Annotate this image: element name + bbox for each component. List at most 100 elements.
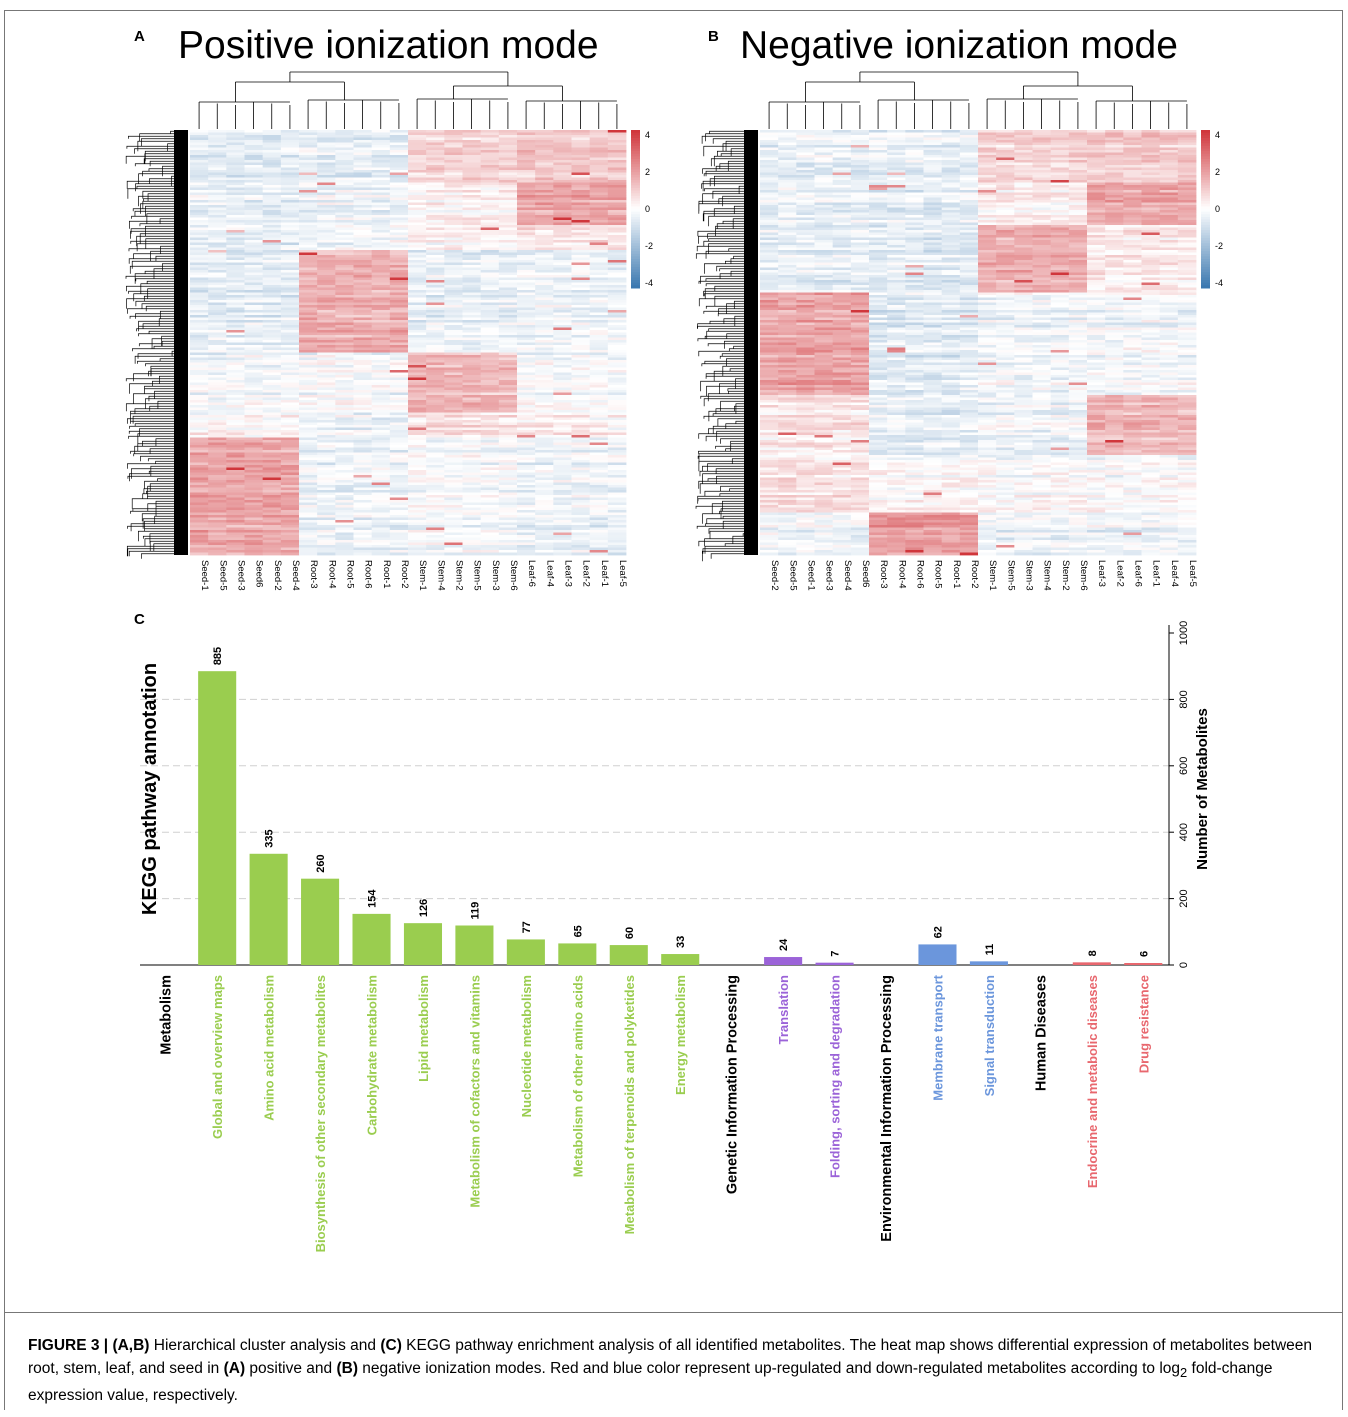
heatmap-cell <box>299 347 318 351</box>
heatmap-cell <box>190 507 209 511</box>
heatmap-cell <box>426 435 445 438</box>
heatmap-cell <box>299 442 318 446</box>
heatmap-cell <box>299 230 318 233</box>
color-key-step <box>631 285 640 289</box>
heatmap-cell <box>444 150 463 153</box>
heatmap-cell <box>553 200 572 203</box>
heatmap-cell <box>1014 147 1033 151</box>
heatmap-cell <box>389 452 409 456</box>
heatmap-cell <box>317 172 336 176</box>
heatmap-cell <box>226 395 245 398</box>
heatmap-cell <box>553 400 572 403</box>
heatmap-cell <box>498 300 518 303</box>
heatmap-cell <box>244 475 264 478</box>
heatmap-cell <box>244 295 264 298</box>
heatmap-cell <box>389 140 409 143</box>
heatmap-cell <box>498 370 518 373</box>
heatmap-cell <box>280 442 300 446</box>
heatmap-cell <box>335 552 354 556</box>
heatmap-cell <box>280 502 300 506</box>
heatmap-cell <box>408 292 427 296</box>
heatmap-cell <box>389 515 409 518</box>
heatmap-cell <box>535 415 554 418</box>
heatmap-cell <box>1141 147 1161 151</box>
heatmap-cell <box>462 215 482 218</box>
heatmap-cell <box>607 165 627 168</box>
heatmap-cell <box>244 210 264 213</box>
heatmap-cell <box>1087 142 1106 146</box>
heatmap-cell <box>371 310 391 313</box>
heatmap-cell <box>353 445 373 448</box>
heatmap-cell <box>1032 145 1052 148</box>
heatmap-cell <box>589 282 609 286</box>
heatmap-cell <box>553 197 572 201</box>
heatmap-cell <box>959 157 979 161</box>
heatmap-cell <box>353 232 373 236</box>
heatmap-cell <box>850 157 870 161</box>
heatmap-cell <box>498 292 518 296</box>
heatmap-cell <box>553 357 572 361</box>
heatmap-cell <box>571 460 591 463</box>
heatmap-cell <box>190 432 209 436</box>
heatmap-cell <box>280 412 300 416</box>
heatmap-cell <box>517 545 536 548</box>
heatmap-cell <box>571 390 591 393</box>
heatmap-cell <box>426 172 445 176</box>
heatmap-cell <box>262 397 282 401</box>
heatmap-cell <box>923 137 943 141</box>
heatmap-cell <box>371 225 391 228</box>
heatmap-cell <box>553 407 572 411</box>
heatmap-cell <box>426 482 445 486</box>
heatmap-cell <box>814 135 834 138</box>
heatmap-cell <box>335 297 354 301</box>
heatmap-cell <box>571 137 591 141</box>
heatmap-cell <box>480 265 500 268</box>
heatmap-cell <box>480 270 500 273</box>
heatmap-cell <box>371 275 391 278</box>
heatmap-cell <box>571 322 591 326</box>
heatmap-cell <box>426 340 445 343</box>
heatmap-cell <box>553 207 572 211</box>
heatmap-cell <box>226 542 245 546</box>
heatmap-cell <box>408 512 427 516</box>
heatmap-cell <box>335 270 354 273</box>
heatmap-cell <box>462 175 482 178</box>
heatmap-cell <box>462 500 482 503</box>
heatmap-cell <box>335 482 354 486</box>
heatmap-cell <box>426 332 445 336</box>
heatmap-cell <box>226 302 245 306</box>
color-key-step <box>631 222 640 226</box>
heatmap-cell <box>553 532 572 536</box>
heatmap-cell <box>589 480 609 483</box>
heatmap-cell <box>299 280 318 283</box>
heatmap-cell <box>996 132 1015 136</box>
heatmap-cell <box>280 327 300 331</box>
heatmap-cell <box>480 142 500 146</box>
heatmap-cell <box>208 310 227 313</box>
heatmap-cell <box>262 262 282 266</box>
heatmap-cell <box>1068 175 1088 178</box>
heatmap-cell <box>1105 170 1124 173</box>
heatmap-cell <box>226 552 245 556</box>
heatmap-cell <box>462 330 482 333</box>
heatmap-cell <box>317 475 336 478</box>
heatmap-cell <box>869 192 888 196</box>
heatmap-cell <box>796 157 815 161</box>
heatmap-cell <box>517 392 536 396</box>
heatmap-cell <box>190 425 209 428</box>
heatmap-cell <box>517 290 536 293</box>
heatmap-cell <box>941 175 961 178</box>
heatmap-cell <box>408 312 427 316</box>
heatmap-cell <box>335 430 354 433</box>
heatmap-cell <box>887 145 906 148</box>
heatmap-cell <box>371 312 391 316</box>
heatmap-cell <box>190 332 209 336</box>
heatmap-cell <box>280 510 300 513</box>
heatmap-cell <box>226 470 245 473</box>
heatmap-cell <box>535 385 554 388</box>
heatmap-cell <box>389 272 409 276</box>
heatmap-cell <box>517 530 536 533</box>
heatmap-cell <box>262 542 282 546</box>
heatmap-cell <box>226 487 245 491</box>
heatmap-cell <box>335 197 354 201</box>
